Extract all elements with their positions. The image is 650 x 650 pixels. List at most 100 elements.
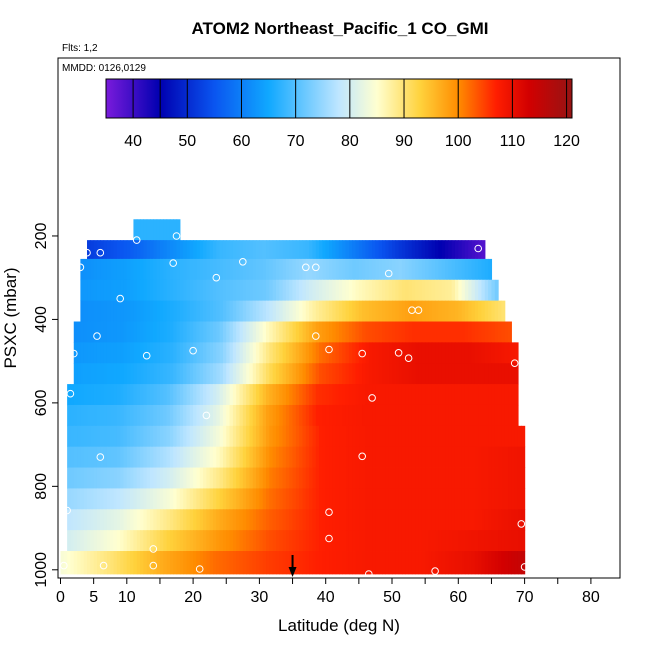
heat-cell [494, 404, 499, 427]
heat-cell [189, 488, 194, 510]
heat-cell [126, 321, 131, 343]
heat-cell [368, 404, 373, 427]
heat-cell [229, 342, 234, 364]
heat-cell [474, 240, 479, 260]
heat-cell [302, 342, 307, 364]
heat-cell [302, 530, 307, 552]
heat-cell [335, 384, 340, 406]
heat-cell [382, 363, 386, 385]
heat-cell [252, 467, 257, 489]
sample-point [510, 359, 519, 368]
heat-cell [212, 509, 217, 531]
heat-cell [279, 404, 284, 427]
heat-cell [491, 321, 496, 343]
heat-cell [169, 425, 174, 448]
heat-cell [173, 425, 178, 448]
heat-cell [282, 363, 287, 385]
heat-cell [120, 321, 125, 343]
heat-cell [113, 258, 118, 281]
heat-cell [448, 321, 453, 343]
heat-cell [382, 509, 386, 531]
heat-cell [206, 425, 211, 448]
heat-cell [249, 425, 254, 448]
heat-cell [451, 551, 456, 575]
heat-cell [329, 509, 333, 531]
heat-cell [352, 384, 357, 406]
heat-cell [315, 488, 320, 510]
heat-cell [83, 342, 88, 364]
heat-cell [150, 279, 154, 302]
heat-cell [176, 258, 181, 281]
heat-cell [136, 488, 141, 510]
heat-cell [183, 258, 188, 281]
heat-cell [275, 551, 280, 575]
heat-cell [411, 321, 416, 343]
heat-cell [329, 342, 333, 364]
heat-cell [312, 404, 317, 427]
heat-cell [272, 384, 277, 406]
heat-cell [421, 258, 426, 281]
heat-cell [222, 363, 227, 385]
heat-cell [183, 446, 188, 468]
heat-cell [305, 300, 310, 322]
heat-cell [338, 488, 343, 510]
heat-cell [70, 425, 75, 448]
heat-cell [372, 530, 377, 552]
heat-cell [488, 300, 493, 322]
heat-cell [352, 363, 357, 385]
heat-cell [93, 342, 98, 364]
heat-cell [116, 384, 121, 406]
heat-cell [461, 300, 466, 322]
heat-cell [222, 321, 227, 343]
heat-cell [421, 279, 426, 302]
heat-cell [110, 404, 115, 427]
heat-cell [212, 279, 217, 302]
heat-cell [80, 363, 85, 385]
heat-cell [123, 488, 128, 510]
heat-cell [239, 530, 244, 552]
heat-cell [385, 240, 390, 260]
heat-cell [166, 363, 171, 385]
heat-cell [468, 363, 473, 385]
heat-cell [408, 384, 413, 406]
heat-cell [305, 404, 310, 427]
heat-cell [219, 425, 224, 448]
heat-cell [232, 488, 237, 510]
heat-cell [478, 300, 483, 322]
heat-cell [289, 425, 294, 448]
heat-cell [150, 240, 154, 260]
heat-cell [143, 530, 148, 552]
heat-cell [266, 321, 270, 343]
heat-cell [375, 467, 380, 489]
heat-cell [378, 530, 383, 552]
heat-cell [382, 240, 386, 260]
heat-cell [342, 551, 347, 575]
heat-cell [252, 425, 257, 448]
heat-cell [368, 258, 373, 281]
heat-cell [345, 446, 350, 468]
heat-cell [126, 509, 131, 531]
heat-cell [428, 342, 433, 364]
heat-cell [385, 551, 390, 575]
heat-cell [521, 446, 526, 468]
heat-cell [428, 363, 433, 385]
heat-cell [176, 551, 181, 575]
heat-cell [203, 425, 207, 448]
heat-cell [259, 530, 264, 552]
heat-cell [382, 488, 386, 510]
heat-cell [474, 551, 479, 575]
heat-cell [292, 258, 297, 281]
heat-cell [385, 488, 390, 510]
heat-cell [150, 219, 154, 241]
sample-point [312, 263, 320, 272]
heat-cell [153, 258, 158, 281]
heat-cell [352, 530, 357, 552]
heat-cell [232, 258, 237, 281]
heat-cell [113, 467, 118, 489]
heat-cell [275, 258, 280, 281]
heat-cell [484, 425, 489, 448]
heat-cell [169, 551, 174, 575]
heat-cell [212, 425, 217, 448]
heat-cell [73, 446, 78, 468]
heat-cell [80, 488, 85, 510]
